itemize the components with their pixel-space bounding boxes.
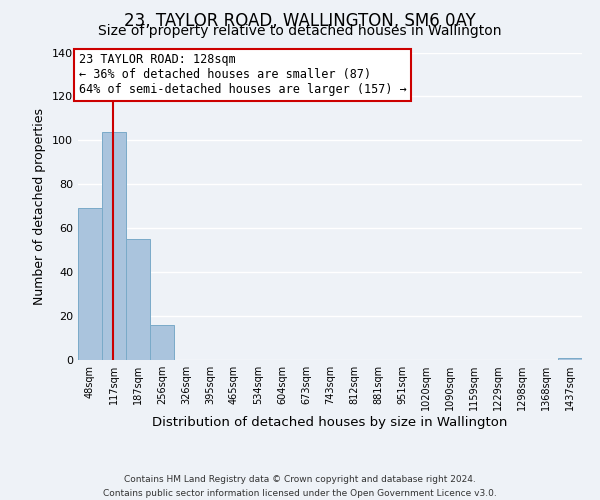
- Bar: [78, 208, 102, 360]
- Text: Contains HM Land Registry data © Crown copyright and database right 2024.
Contai: Contains HM Land Registry data © Crown c…: [103, 476, 497, 498]
- X-axis label: Distribution of detached houses by size in Wallington: Distribution of detached houses by size …: [152, 416, 508, 429]
- Text: 23, TAYLOR ROAD, WALLINGTON, SM6 0AY: 23, TAYLOR ROAD, WALLINGTON, SM6 0AY: [124, 12, 476, 30]
- Bar: [102, 132, 126, 360]
- Bar: [558, 358, 582, 360]
- Bar: [150, 325, 174, 360]
- Bar: [126, 239, 150, 360]
- Text: Size of property relative to detached houses in Wallington: Size of property relative to detached ho…: [98, 24, 502, 38]
- Y-axis label: Number of detached properties: Number of detached properties: [34, 108, 46, 304]
- Text: 23 TAYLOR ROAD: 128sqm
← 36% of detached houses are smaller (87)
64% of semi-det: 23 TAYLOR ROAD: 128sqm ← 36% of detached…: [79, 54, 407, 96]
